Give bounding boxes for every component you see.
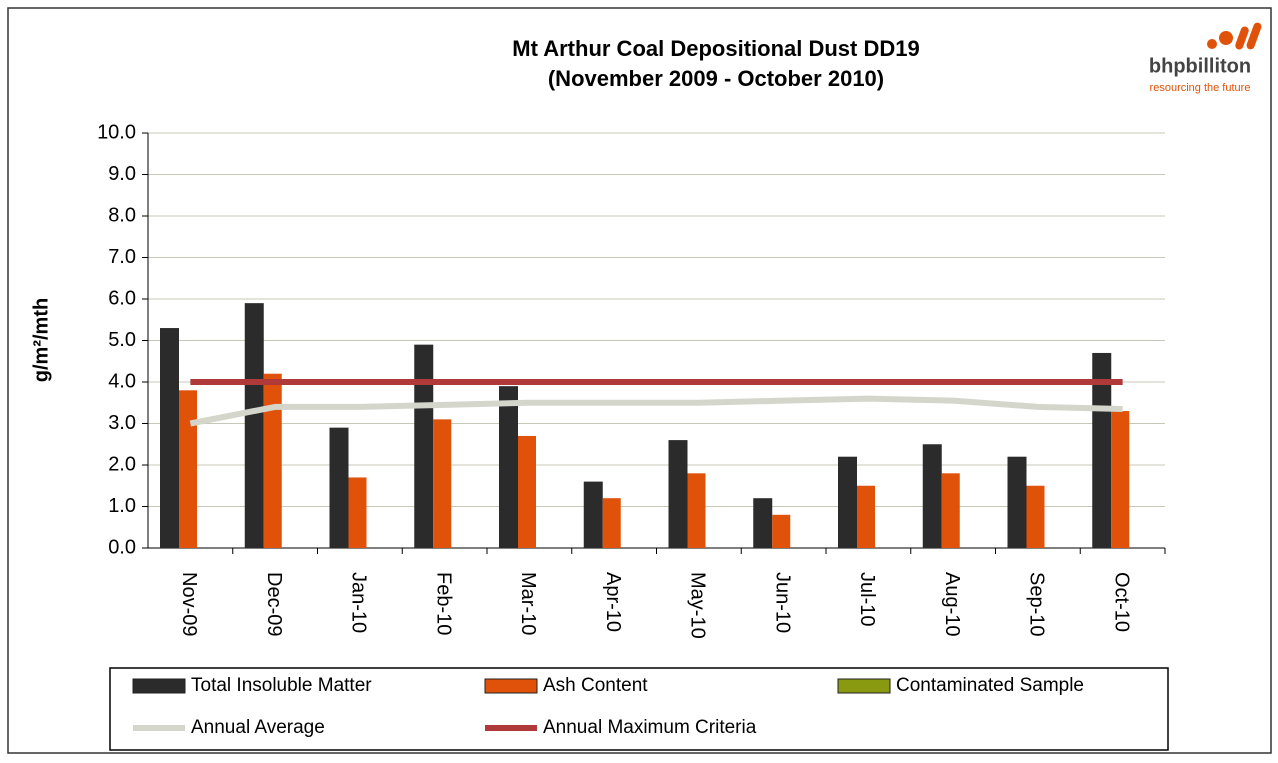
bar <box>160 328 179 548</box>
bar <box>687 473 706 548</box>
y-tick-label: 9.0 <box>108 163 136 185</box>
bar <box>602 498 621 548</box>
bar <box>1026 485 1045 548</box>
bar <box>244 303 264 548</box>
y-tick-label: 5.0 <box>108 329 136 351</box>
x-tick-label: Jun-10 <box>771 572 793 633</box>
y-tick-label: 1.0 <box>108 495 136 517</box>
y-tick-label: 6.0 <box>108 287 136 309</box>
logo-mark <box>1235 26 1249 50</box>
y-tick-label: 10.0 <box>97 121 136 143</box>
legend-label: Contaminated Sample <box>896 675 1084 696</box>
bar <box>838 456 857 548</box>
x-tick-label: Jul-10 <box>856 572 878 626</box>
y-tick-label: 8.0 <box>108 204 136 226</box>
x-tick-label: Dec-09 <box>263 572 285 636</box>
y-tick-label: 2.0 <box>108 453 136 475</box>
legend-swatch <box>837 678 891 694</box>
bar <box>857 485 875 548</box>
legend-label: Ash Content <box>543 675 648 696</box>
bar <box>179 390 197 548</box>
bar <box>499 386 518 548</box>
legend-label: Total Insoluble Matter <box>191 675 372 696</box>
logo-name: bhpbilliton <box>1149 55 1251 77</box>
x-tick-label: Apr-10 <box>602 572 624 632</box>
bar <box>518 435 536 548</box>
x-tick-label: Nov-09 <box>178 572 200 636</box>
bar <box>668 440 688 548</box>
bar <box>263 373 282 548</box>
legend <box>109 667 1169 751</box>
bar <box>753 498 773 548</box>
legend-swatch <box>132 678 186 694</box>
y-tick-label: 0.0 <box>108 536 136 558</box>
bar <box>1111 411 1130 548</box>
x-tick-label: Oct-10 <box>1110 572 1132 632</box>
bar <box>772 514 791 548</box>
bar <box>941 473 960 548</box>
x-tick-label: Sep-10 <box>1026 572 1048 637</box>
y-tick-label: 3.0 <box>108 412 136 434</box>
logo-dot <box>1207 39 1217 49</box>
bar <box>414 344 434 548</box>
chart-subtitle: (November 2009 - October 2010) <box>548 66 884 91</box>
logo-dot <box>1219 31 1233 45</box>
logo-tagline: resourcing the future <box>1150 82 1251 94</box>
x-tick-label: Mar-10 <box>517 572 539 635</box>
bar <box>922 444 942 548</box>
bar <box>1092 352 1112 548</box>
x-tick-label: Jan-10 <box>348 572 370 633</box>
line-series <box>189 395 1123 427</box>
logo-mark <box>1246 22 1262 50</box>
y-axis-label: g/m²/mth <box>30 298 52 382</box>
y-tick-label: 4.0 <box>108 370 136 392</box>
bar <box>348 477 367 548</box>
legend-swatch <box>484 678 538 694</box>
bar <box>1007 456 1027 548</box>
x-tick-label: May-10 <box>687 572 709 639</box>
x-tick-label: Aug-10 <box>941 572 963 637</box>
x-tick-label: Feb-10 <box>432 572 454 635</box>
legend-label: Annual Average <box>191 717 325 738</box>
logo: bhpbilliton resourcing the future <box>1149 22 1262 94</box>
chart-title: Mt Arthur Coal Depositional Dust DD19 <box>512 36 919 61</box>
bar <box>583 481 603 548</box>
bar <box>329 427 349 548</box>
y-tick-label: 7.0 <box>108 246 136 268</box>
legend-label: Annual Maximum Criteria <box>543 717 757 738</box>
bar <box>433 419 452 548</box>
